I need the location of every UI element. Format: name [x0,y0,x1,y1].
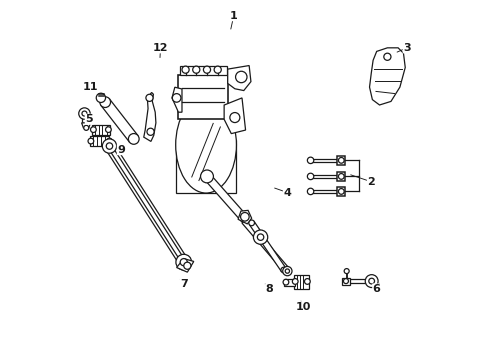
Circle shape [257,234,263,240]
Text: 5: 5 [85,114,93,124]
Circle shape [281,267,286,273]
Text: 1: 1 [229,11,237,21]
Text: 4: 4 [283,188,291,198]
Polygon shape [101,99,138,142]
Bar [81,113,90,123]
Polygon shape [227,66,250,91]
Polygon shape [308,190,337,193]
Circle shape [203,66,210,73]
Circle shape [383,53,390,60]
Circle shape [307,188,313,195]
Circle shape [176,254,191,270]
Circle shape [338,189,344,194]
Circle shape [338,174,344,179]
Circle shape [283,279,288,285]
Bar [175,140,236,193]
Circle shape [106,143,112,149]
Bar [283,279,294,286]
Circle shape [304,279,309,284]
Bar [91,125,110,135]
Text: 11: 11 [83,82,99,92]
Polygon shape [346,279,368,283]
Bar [337,156,345,165]
Polygon shape [203,174,263,240]
Polygon shape [369,48,405,105]
Text: 2: 2 [366,177,374,187]
Circle shape [368,278,374,284]
Circle shape [105,127,111,132]
Bar [180,66,226,75]
Text: 7: 7 [180,279,187,289]
Bar [337,172,345,181]
Circle shape [192,66,200,73]
Circle shape [344,269,348,274]
Circle shape [180,258,187,266]
Circle shape [128,134,139,144]
Circle shape [182,66,189,73]
Circle shape [83,125,88,130]
Circle shape [90,127,96,132]
Polygon shape [308,175,337,178]
Circle shape [307,157,313,163]
Text: 10: 10 [295,302,310,312]
Bar [90,136,109,146]
Circle shape [235,71,246,83]
Circle shape [240,212,248,221]
Circle shape [82,111,87,116]
Bar [337,187,345,196]
Polygon shape [107,145,185,263]
Circle shape [145,94,153,102]
Text: 12: 12 [152,43,168,53]
Circle shape [282,266,291,276]
Bar [178,75,227,120]
Text: 9: 9 [117,145,125,155]
Circle shape [214,66,221,73]
Ellipse shape [175,96,236,193]
Polygon shape [308,158,337,162]
Circle shape [88,138,94,144]
Circle shape [292,279,298,284]
Circle shape [248,220,254,226]
Polygon shape [172,87,182,112]
Circle shape [183,262,190,269]
Polygon shape [249,221,285,272]
Circle shape [106,138,112,144]
Circle shape [172,94,181,102]
Circle shape [96,93,105,103]
Circle shape [102,139,116,153]
Circle shape [200,170,213,183]
Polygon shape [143,93,156,141]
Circle shape [229,113,240,122]
Polygon shape [224,98,245,134]
Polygon shape [81,123,90,128]
Text: 3: 3 [403,43,410,53]
Polygon shape [105,143,187,265]
Bar [293,275,308,289]
Circle shape [147,128,154,135]
Bar [342,278,349,285]
Text: 8: 8 [265,284,273,294]
Circle shape [79,108,90,119]
Circle shape [338,157,344,163]
Polygon shape [238,210,251,224]
Circle shape [253,230,267,244]
Polygon shape [242,219,289,273]
Circle shape [285,269,289,273]
Circle shape [365,275,377,288]
Polygon shape [176,258,193,272]
Circle shape [307,173,313,180]
Text: 6: 6 [372,284,380,294]
Circle shape [100,97,110,108]
Circle shape [343,279,348,284]
